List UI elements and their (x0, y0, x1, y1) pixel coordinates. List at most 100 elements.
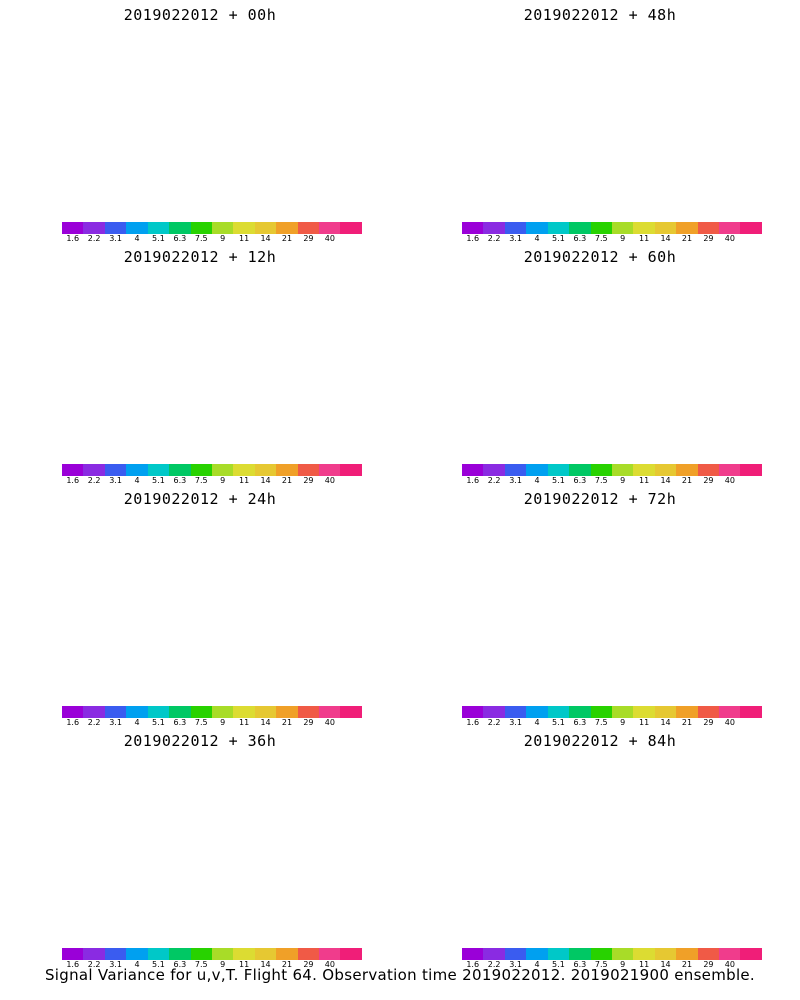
colorbar-label: 7.5 (594, 718, 608, 727)
colorbar-swatch (719, 222, 741, 234)
colorbar (62, 948, 362, 960)
colorbar-label: 14 (260, 960, 271, 969)
colorbar-swatch (190, 464, 212, 476)
colorbar-swatch (190, 222, 212, 234)
colorbar-label: 2.2 (87, 234, 101, 243)
colorbar-swatch (676, 464, 698, 476)
colorbar-swatch (569, 464, 591, 476)
colorbar-swatch (611, 706, 634, 718)
colorbar-label: 7.5 (194, 960, 208, 969)
colorbar-label: 11 (639, 960, 650, 969)
colorbar-swatch (590, 706, 612, 718)
colorbar-label: 40 (724, 960, 735, 969)
map-plot (400, 28, 800, 213)
colorbar-label: 11 (639, 234, 650, 243)
colorbar-label: 6.3 (173, 960, 187, 969)
colorbar-swatch (633, 706, 655, 718)
panel-title: 2019022012 + 84h (523, 732, 677, 750)
colorbar-swatch (147, 464, 170, 476)
colorbar-swatch (169, 464, 191, 476)
colorbar-swatch (719, 706, 741, 718)
colorbar-swatch (547, 948, 570, 960)
colorbar-label: 4 (134, 234, 140, 243)
colorbar-label: 6.3 (173, 234, 187, 243)
panel-title: 2019022012 + 24h (123, 490, 277, 508)
colorbar-label: 21 (681, 476, 693, 485)
colorbar-swatch (340, 948, 362, 960)
panel-title: 2019022012 + 00h (123, 6, 277, 24)
colorbar-swatch (483, 464, 505, 476)
colorbar-swatch (254, 222, 277, 234)
colorbar-swatch (276, 464, 298, 476)
colorbar-swatch (740, 464, 762, 476)
colorbar-swatch (526, 464, 548, 476)
colorbar-label: 29 (303, 234, 314, 243)
colorbar-swatch (611, 948, 634, 960)
colorbar-label: 29 (703, 960, 714, 969)
colorbar-label: 21 (281, 234, 293, 243)
colorbar-label: 21 (681, 234, 693, 243)
colorbar-label: 9 (220, 718, 226, 727)
colorbar-swatch (190, 706, 212, 718)
colorbar (62, 464, 362, 476)
panel-title: 2019022012 + 60h (523, 248, 677, 266)
colorbar-swatch (276, 706, 298, 718)
colorbar-swatch (462, 222, 484, 234)
colorbar-swatch (104, 464, 127, 476)
colorbar-label: 9 (620, 718, 626, 727)
colorbar-label: 21 (681, 960, 693, 969)
colorbar-label: 3.1 (109, 476, 122, 485)
colorbar-swatch (190, 948, 212, 960)
colorbar-label: 29 (303, 718, 314, 727)
colorbar-swatch (547, 222, 570, 234)
colorbar-label: 14 (260, 476, 271, 485)
colorbar-label: 9 (220, 960, 226, 969)
colorbar-swatch (697, 464, 720, 476)
colorbar-label: 2.2 (487, 476, 501, 485)
colorbar-label: 5.1 (152, 960, 165, 969)
colorbar-swatch (633, 464, 655, 476)
colorbar-swatch (126, 948, 148, 960)
colorbar-swatch (297, 706, 320, 718)
map-plot (400, 270, 800, 455)
colorbar-label: 4 (134, 476, 140, 485)
colorbar-label: 29 (703, 234, 714, 243)
map-panel: 2019022012 + 36h 1.6 2.2 3.1 4 5.1 6.3 7.5 9 11 14… (0, 726, 400, 969)
colorbar (62, 222, 362, 234)
colorbar-label: 6.3 (573, 960, 587, 969)
panel-grid: 2019022012 + 00h 1.6 2.2 3.1 4 5.1 6.3 7.5 9 11 14… (0, 6, 800, 969)
colorbar-swatch (297, 464, 320, 476)
colorbar-swatch (462, 464, 484, 476)
colorbar-label: 21 (281, 476, 293, 485)
colorbar-swatch (62, 948, 84, 960)
panel-title: 2019022012 + 12h (123, 248, 277, 266)
map-plot (400, 512, 800, 697)
colorbar-swatch (147, 948, 170, 960)
colorbar-label: 29 (703, 476, 714, 485)
colorbar-swatch (633, 948, 655, 960)
colorbar-swatch (483, 706, 505, 718)
colorbar-label: 5.1 (552, 476, 565, 485)
colorbar-swatch (719, 464, 741, 476)
colorbar-label: 14 (660, 718, 671, 727)
panel-title: 2019022012 + 48h (523, 6, 677, 24)
colorbar-label: 11 (639, 718, 650, 727)
colorbar-swatch (611, 222, 634, 234)
colorbar-label: 1.6 (66, 234, 80, 243)
map-panel: 2019022012 + 60h 1.6 2.2 3.1 4 5.1 6.3 7.5 9 11 14… (400, 242, 800, 485)
colorbar-swatch (340, 706, 362, 718)
colorbar-swatch (654, 464, 677, 476)
colorbar-swatch (740, 706, 762, 718)
colorbar-label: 11 (239, 476, 250, 485)
colorbar-label: 14 (260, 718, 271, 727)
panel-title: 2019022012 + 72h (523, 490, 677, 508)
colorbar-swatch (319, 222, 341, 234)
colorbar-label: 5.1 (552, 960, 565, 969)
colorbar (462, 948, 762, 960)
colorbar-swatch (297, 222, 320, 234)
colorbar-swatch (569, 948, 591, 960)
colorbar-swatch (590, 948, 612, 960)
colorbar-label: 40 (324, 718, 335, 727)
colorbar-label: 3.1 (109, 960, 122, 969)
colorbar-swatch (654, 948, 677, 960)
